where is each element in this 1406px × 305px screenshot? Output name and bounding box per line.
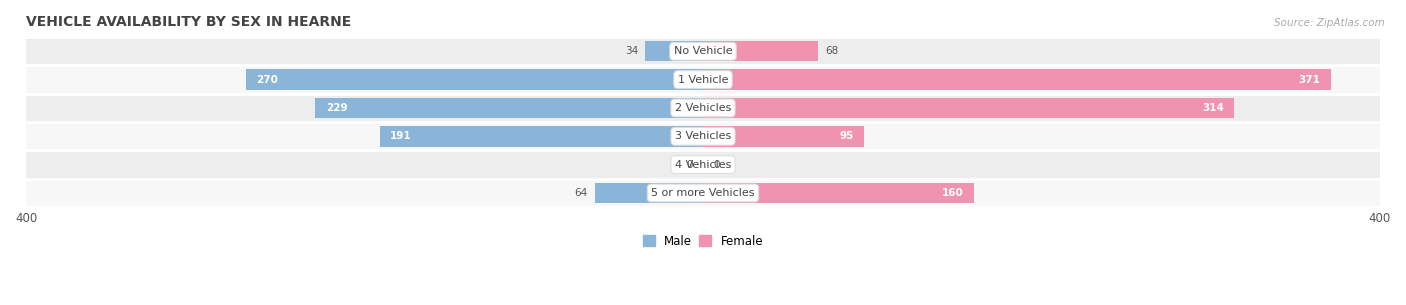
- Text: 68: 68: [825, 46, 838, 56]
- Text: 4 Vehicles: 4 Vehicles: [675, 160, 731, 170]
- Bar: [27, 66, 1379, 94]
- Bar: [703, 41, 818, 62]
- Text: 191: 191: [389, 131, 412, 141]
- Text: 270: 270: [256, 75, 278, 84]
- Bar: [595, 183, 703, 203]
- Bar: [703, 98, 1234, 118]
- Text: 1 Vehicle: 1 Vehicle: [678, 75, 728, 84]
- Bar: [645, 41, 703, 62]
- Text: 0: 0: [713, 160, 720, 170]
- Text: 2 Vehicles: 2 Vehicles: [675, 103, 731, 113]
- Legend: Male, Female: Male, Female: [638, 230, 768, 252]
- Text: 34: 34: [626, 46, 638, 56]
- Text: 0: 0: [686, 160, 693, 170]
- Bar: [27, 37, 1379, 66]
- Text: 5 or more Vehicles: 5 or more Vehicles: [651, 188, 755, 198]
- Bar: [703, 126, 863, 146]
- Bar: [703, 183, 974, 203]
- Text: 160: 160: [942, 188, 963, 198]
- Bar: [380, 126, 703, 146]
- Text: 314: 314: [1202, 103, 1225, 113]
- Bar: [27, 94, 1379, 122]
- Text: 64: 64: [575, 188, 588, 198]
- Text: 3 Vehicles: 3 Vehicles: [675, 131, 731, 141]
- Bar: [27, 150, 1379, 179]
- Bar: [27, 122, 1379, 150]
- Text: No Vehicle: No Vehicle: [673, 46, 733, 56]
- Text: VEHICLE AVAILABILITY BY SEX IN HEARNE: VEHICLE AVAILABILITY BY SEX IN HEARNE: [27, 15, 352, 29]
- Text: 229: 229: [326, 103, 347, 113]
- Bar: [703, 70, 1331, 90]
- Bar: [27, 179, 1379, 207]
- Text: 95: 95: [839, 131, 853, 141]
- Bar: [315, 98, 703, 118]
- Text: Source: ZipAtlas.com: Source: ZipAtlas.com: [1274, 18, 1385, 28]
- Text: 371: 371: [1299, 75, 1320, 84]
- Bar: [246, 70, 703, 90]
